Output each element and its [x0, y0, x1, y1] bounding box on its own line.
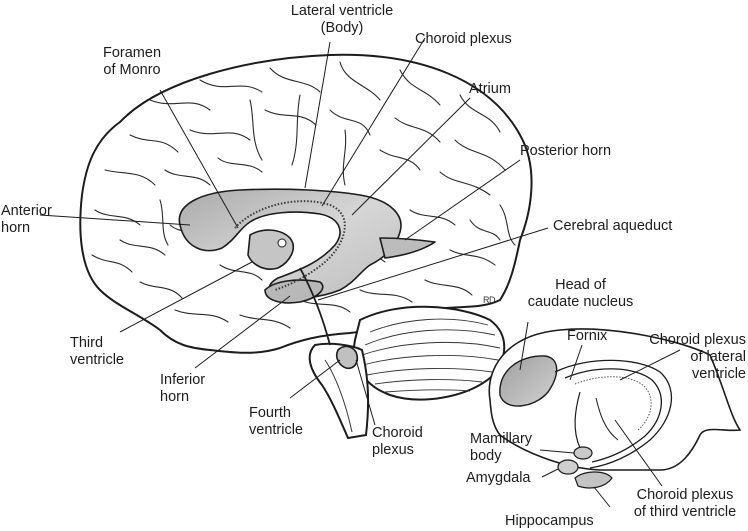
label-fourth-ventricle: Fourth ventricle [249, 405, 303, 438]
cerebellum [353, 305, 506, 401]
label-choroid-plexus-lateral: Choroid plexus of lateral ventricle [649, 332, 746, 382]
label-third-ventricle: Third ventricle [70, 335, 124, 368]
label-foramen-of-monro: Foramen of Monro [102, 45, 162, 78]
label-inferior-horn: Inferior horn [160, 372, 206, 405]
ventricular-system [178, 188, 436, 370]
label-amygdala: Amygdala [466, 470, 531, 486]
label-atrium: Atrium [469, 81, 511, 97]
inset-leader-lines [519, 321, 681, 508]
label-hippocampus: Hippocampus [505, 513, 594, 529]
leader-lines [39, 37, 549, 426]
label-lateral-ventricle-body: Lateral ventricle (Body) [290, 3, 394, 36]
artist-signature: RD [483, 295, 496, 305]
label-fornix: Fornix [567, 328, 608, 344]
label-choroid-plexus-third: Choroid plexus of third ventricle [633, 487, 737, 520]
label-choroid-plexus-bottom: Choroid plexus [372, 425, 423, 458]
label-posterior-horn: Posterior horn [520, 143, 612, 159]
label-anterior-horn: Anterior horn [1, 203, 52, 236]
label-choroid-plexus-top: Choroid plexus [415, 31, 512, 47]
label-head-of-caudate: Head of caudate nucleus [527, 277, 634, 310]
inset-diagram [488, 328, 742, 489]
label-cerebral-aqueduct: Cerebral aqueduct [553, 218, 673, 234]
label-mamillary-body: Mamillary body [470, 431, 533, 464]
choroid-plexus-strand [234, 200, 346, 291]
